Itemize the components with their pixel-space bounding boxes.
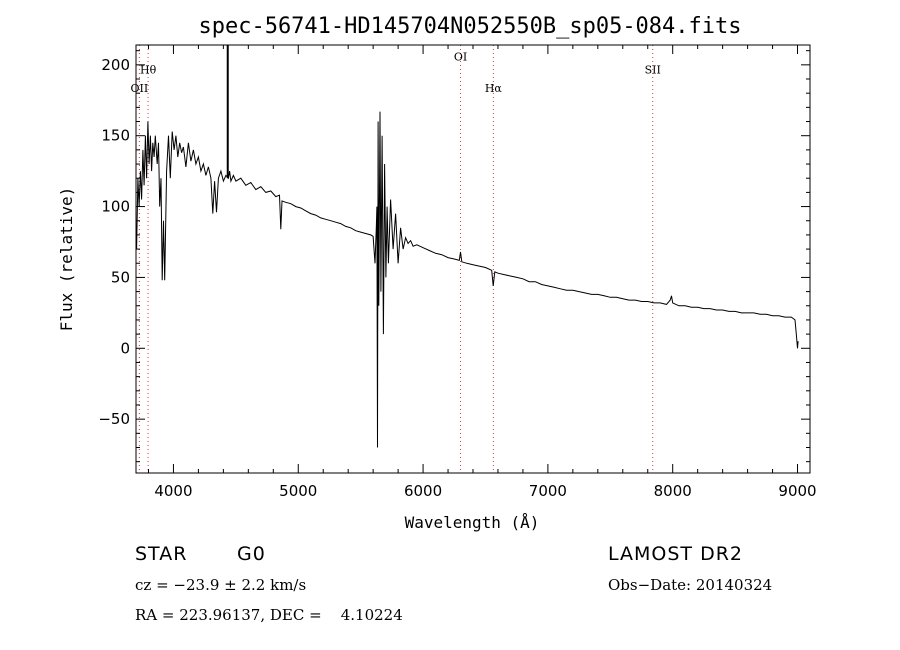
x-tick-label: 5000 xyxy=(279,482,317,500)
axis-ticks-layer: 4000 5000 6000 7000 8000 9000 −50 0 50 100 150 200 xyxy=(98,45,817,500)
chart-title: spec-56741-HD145704N052550B_sp05-084.fit… xyxy=(198,14,741,39)
spectrum-layer xyxy=(136,45,799,448)
coordinates-readout: RA = 223.96137, DEC = 4.10224 xyxy=(135,606,403,624)
spectral-line-label: Hθ xyxy=(140,63,157,76)
y-axis-label: Flux (relative) xyxy=(57,187,76,332)
observation-date: Obs−Date: 20140324 xyxy=(608,576,773,594)
spectral-line-label: Hα xyxy=(485,82,503,95)
x-axis-label: Wavelength (Å) xyxy=(405,513,540,532)
y-tick-label: 100 xyxy=(101,198,130,216)
spectral-lines-layer: OII Hθ OI Hα SII xyxy=(131,45,661,473)
x-tick-label: 6000 xyxy=(404,482,442,500)
plot-frame xyxy=(135,44,811,474)
spectrum-series-line xyxy=(136,111,799,448)
object-subclass: G0 xyxy=(237,543,266,565)
x-tick-label: 4000 xyxy=(154,482,192,500)
y-tick-label: 150 xyxy=(101,127,130,145)
redshift-readout: cz = −23.9 ± 2.2 km/s xyxy=(135,576,307,594)
x-tick-label: 8000 xyxy=(654,482,692,500)
x-tick-label: 9000 xyxy=(778,482,816,500)
y-tick-label: 200 xyxy=(101,56,130,74)
spectral-line-label: OI xyxy=(454,51,467,64)
y-tick-label: 0 xyxy=(120,339,130,357)
x-tick-label: 7000 xyxy=(529,482,567,500)
spectral-line-label: OII xyxy=(131,82,149,95)
survey-name: LAMOST DR2 xyxy=(608,543,743,565)
y-tick-label: 50 xyxy=(111,268,130,286)
object-class: STAR xyxy=(135,543,188,565)
y-tick-label: −50 xyxy=(98,410,130,428)
spectral-line-label: SII xyxy=(645,63,661,76)
